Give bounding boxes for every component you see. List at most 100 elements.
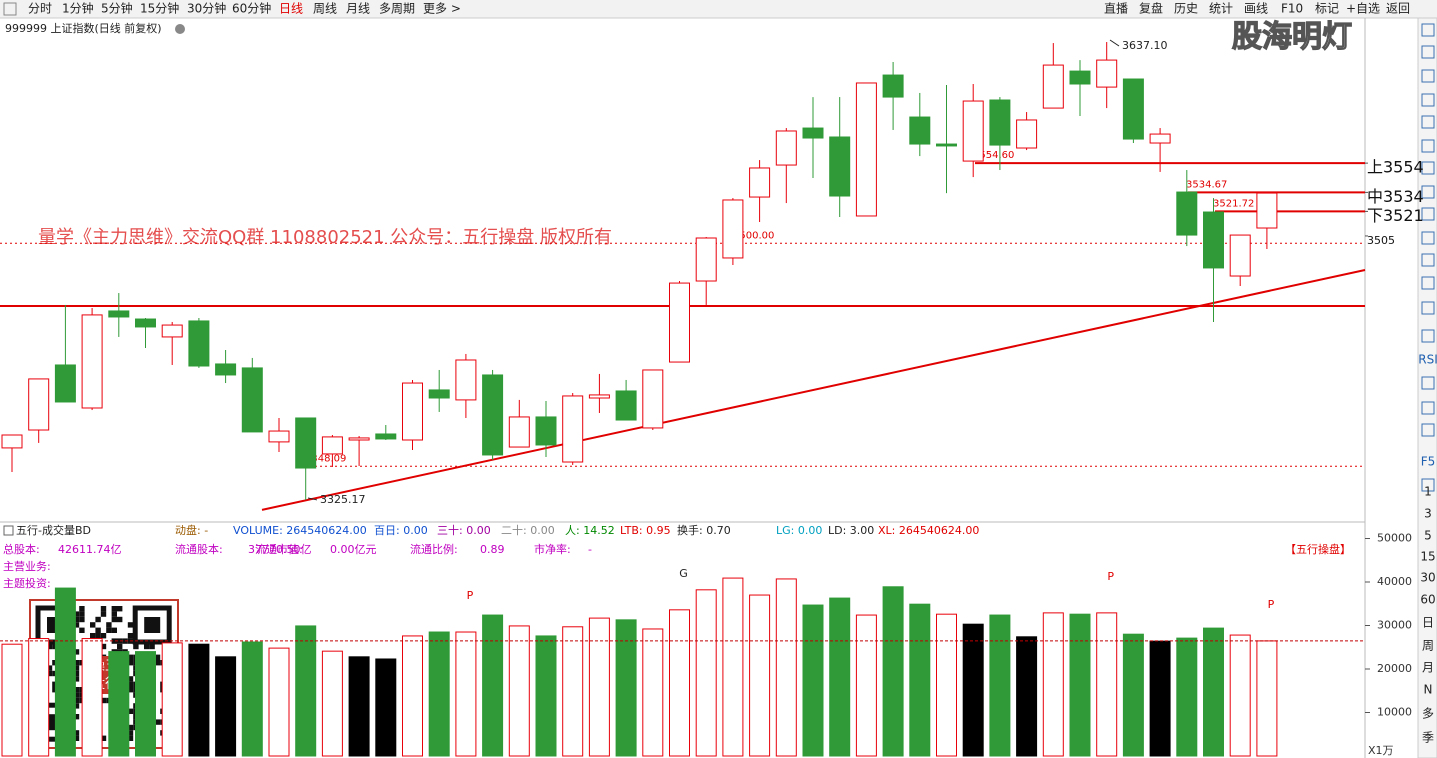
candle-body bbox=[802, 127, 824, 139]
qr-module bbox=[127, 730, 134, 736]
side-icon[interactable] bbox=[1421, 423, 1435, 437]
toolbar-icon[interactable] bbox=[3, 2, 17, 16]
candle-body bbox=[562, 395, 584, 463]
toolbar-button[interactable]: 画线 bbox=[1244, 2, 1268, 16]
toolbar-button[interactable]: 复盘 bbox=[1139, 1, 1163, 16]
toolbar-button[interactable]: 返回 bbox=[1386, 2, 1410, 16]
side-button[interactable]: 1 bbox=[1424, 485, 1432, 499]
extreme-label: 3325.17 bbox=[320, 493, 366, 506]
side-button[interactable]: 15 bbox=[1420, 550, 1435, 564]
side-icon[interactable] bbox=[1421, 207, 1435, 221]
side-icon[interactable] bbox=[1421, 253, 1435, 267]
candle-body bbox=[1069, 70, 1091, 85]
candle-body bbox=[402, 382, 423, 441]
side-button[interactable]: 周 bbox=[1422, 639, 1434, 653]
side-button[interactable]: 月 bbox=[1422, 661, 1434, 675]
side-button[interactable]: 60 bbox=[1420, 593, 1435, 607]
side-button[interactable]: RSI bbox=[1418, 353, 1437, 367]
toolbar-tab[interactable]: 周线 bbox=[313, 2, 337, 16]
stock-info: 37770.50亿 bbox=[248, 543, 312, 556]
toolbar-tab[interactable]: 多周期 bbox=[379, 2, 415, 16]
side-icon[interactable] bbox=[1421, 231, 1435, 245]
candle-body bbox=[482, 374, 504, 456]
side-icon[interactable] bbox=[1421, 301, 1435, 315]
qr-module bbox=[73, 730, 80, 736]
level-label: 3348.09 bbox=[305, 453, 346, 464]
toolbar-button[interactable]: 标记 bbox=[1315, 2, 1339, 16]
qr-module bbox=[73, 665, 80, 671]
qr-module bbox=[95, 616, 101, 623]
trend-line bbox=[261, 269, 1366, 511]
side-icon[interactable] bbox=[1421, 23, 1435, 37]
side-icon[interactable] bbox=[1421, 45, 1435, 59]
y-tick-label: 30000 bbox=[1377, 618, 1412, 631]
qr-module bbox=[100, 611, 107, 617]
volume-bar bbox=[508, 625, 530, 757]
side-button[interactable]: 5 bbox=[1424, 529, 1432, 543]
qr-module bbox=[73, 616, 80, 623]
side-button[interactable]: 多 bbox=[1422, 707, 1434, 721]
y-tick-label: 40000 bbox=[1377, 575, 1412, 588]
candle-body bbox=[588, 394, 610, 399]
volume-bar bbox=[295, 625, 317, 757]
candle-body bbox=[81, 314, 103, 409]
side-icon[interactable] bbox=[1421, 329, 1435, 343]
candle-body bbox=[1, 434, 23, 449]
toolbar-tab[interactable]: 分时 bbox=[28, 2, 52, 16]
toolbar-button[interactable]: 统计 bbox=[1209, 2, 1233, 16]
side-icon[interactable] bbox=[1421, 401, 1435, 415]
stock-info: 流通比例: bbox=[410, 542, 458, 556]
qr-module bbox=[73, 622, 80, 628]
side-icon[interactable] bbox=[1421, 276, 1435, 290]
candle-body bbox=[829, 136, 851, 197]
qr-module bbox=[90, 633, 96, 639]
toolbar-tab[interactable]: 15分钟 bbox=[140, 1, 179, 16]
toolbar-button[interactable]: 直播 bbox=[1104, 2, 1128, 16]
side-icon[interactable] bbox=[1421, 376, 1435, 390]
volume-bar bbox=[775, 578, 797, 757]
title-menu[interactable] bbox=[175, 24, 185, 34]
side-icon[interactable] bbox=[1421, 161, 1435, 175]
toolbar-tab[interactable]: 月线 bbox=[346, 2, 370, 16]
toolbar-tab[interactable]: 5分钟 bbox=[101, 1, 133, 16]
side-button[interactable]: F5 bbox=[1421, 455, 1436, 469]
volume-bar bbox=[722, 577, 744, 757]
side-icon[interactable] bbox=[1421, 478, 1435, 492]
toolbar-tab[interactable]: 1分钟 bbox=[62, 1, 94, 16]
stock-info: 流通市值: bbox=[255, 542, 303, 556]
toolbar-tab[interactable]: 更多 > bbox=[423, 2, 461, 16]
price-tag: 中3534 bbox=[1367, 187, 1424, 206]
qr-module bbox=[73, 649, 80, 655]
volume-bar bbox=[1256, 640, 1278, 757]
toolbar-button[interactable]: +自选 bbox=[1346, 2, 1380, 16]
side-icon[interactable] bbox=[1421, 69, 1435, 83]
side-button[interactable]: 季 bbox=[1422, 731, 1434, 745]
qr-module bbox=[117, 643, 123, 650]
side-button[interactable]: N bbox=[1424, 683, 1433, 697]
qr-module bbox=[90, 622, 96, 628]
toolbar-tab[interactable]: 日线 bbox=[279, 2, 303, 16]
side-button[interactable]: 3 bbox=[1424, 507, 1432, 521]
qr-module bbox=[73, 735, 80, 741]
toolbar-button[interactable]: 历史 bbox=[1174, 2, 1198, 16]
side-button[interactable]: 30 bbox=[1420, 571, 1435, 585]
side-icon[interactable] bbox=[1421, 93, 1435, 107]
volume-bar bbox=[268, 647, 290, 757]
qr-module bbox=[73, 692, 80, 698]
qr-module bbox=[127, 622, 134, 628]
side-icon[interactable] bbox=[1421, 115, 1435, 129]
side-button[interactable]: 日 bbox=[1422, 616, 1434, 630]
qr-module bbox=[100, 606, 107, 612]
qr-module bbox=[127, 708, 134, 714]
qr-module bbox=[100, 633, 107, 639]
toolbar-tab[interactable]: 30分钟 bbox=[187, 1, 226, 16]
qr-module bbox=[117, 638, 123, 644]
y-tick-label: 20000 bbox=[1377, 662, 1412, 675]
toolbar-tab[interactable]: 60分钟 bbox=[232, 1, 271, 16]
candle-body bbox=[108, 310, 130, 318]
toolbar-button[interactable]: F10 bbox=[1281, 2, 1303, 16]
side-icon[interactable] bbox=[1421, 139, 1435, 153]
side-icon[interactable] bbox=[1421, 185, 1435, 199]
signal-marker: P bbox=[1107, 570, 1114, 583]
